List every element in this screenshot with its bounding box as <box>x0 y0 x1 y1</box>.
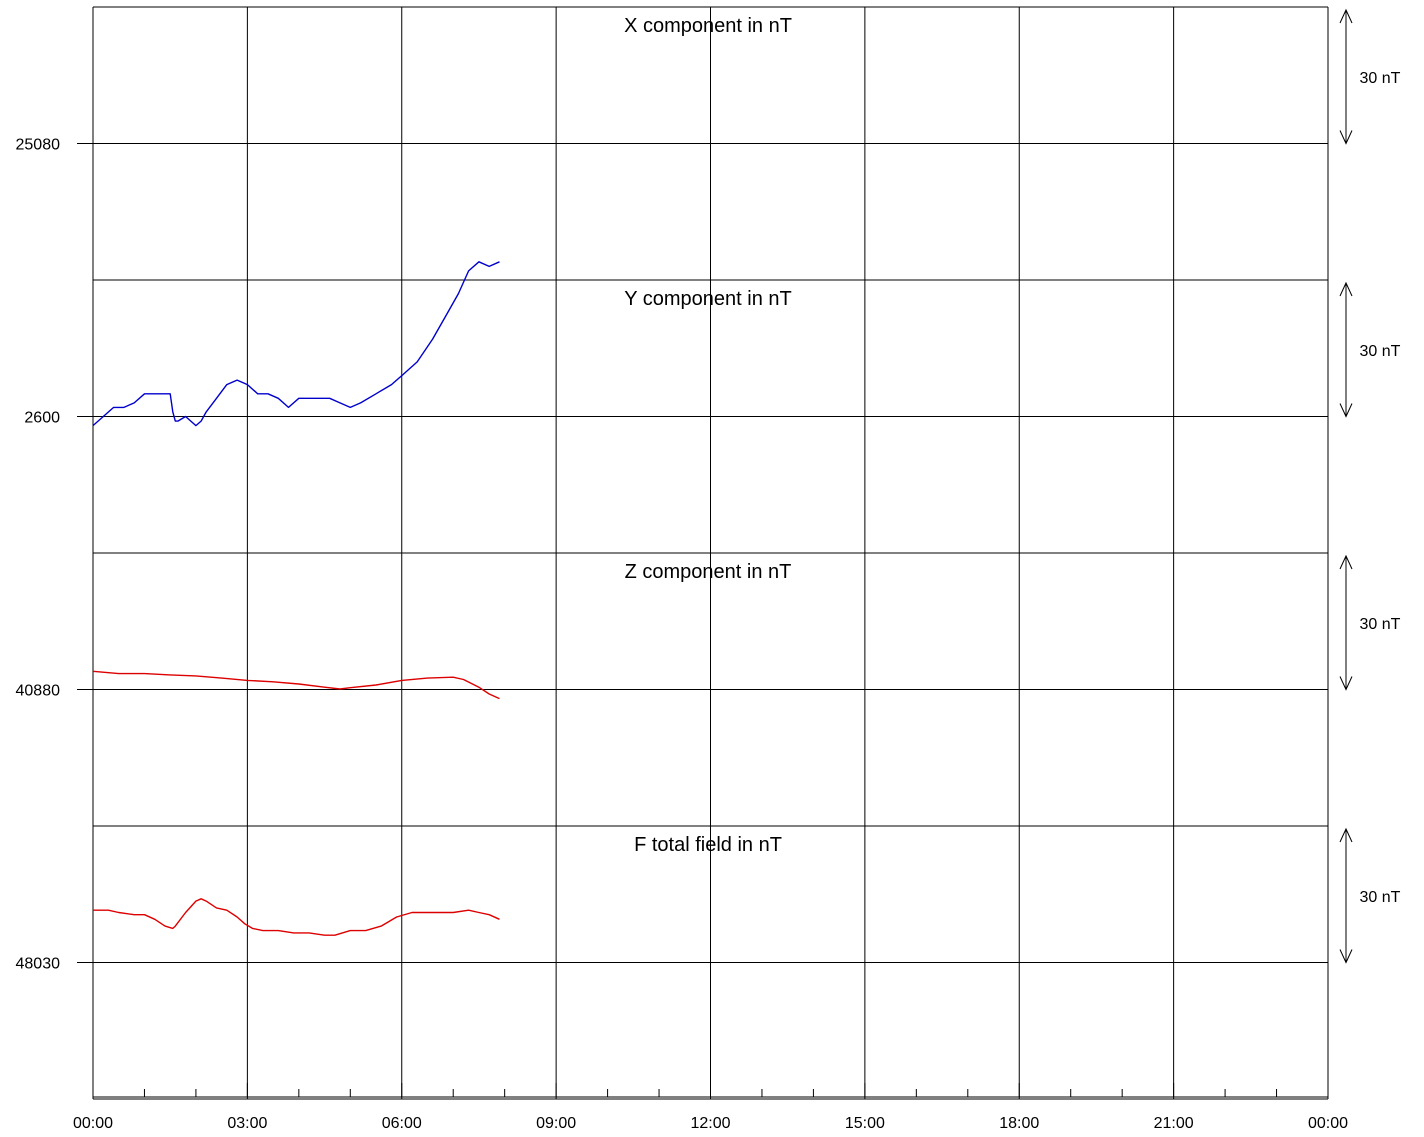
x-tick-label: 00:00 <box>73 1115 113 1132</box>
scale-arrow-head-top <box>1339 281 1353 297</box>
scale-arrow-head-bottom <box>1339 130 1353 145</box>
reference-label: 40880 <box>16 683 61 700</box>
x-tick-label: 00:00 <box>1308 1115 1348 1132</box>
scale-label: 30 nT <box>1360 343 1401 360</box>
series-line <box>93 898 500 936</box>
scale-arrow-head-bottom <box>1339 949 1353 964</box>
time-axis: 00:00 03:00 06:00 09:00 12:00 15:00 18:00 21:00… <box>73 1083 1348 1132</box>
panel-title: F total field in nT <box>634 834 782 856</box>
x-tick-label: 15:00 <box>845 1115 885 1132</box>
reference-label: 25080 <box>16 137 61 154</box>
x-tick-label: 09:00 <box>536 1115 576 1132</box>
series-line <box>92 261 500 427</box>
scale-label: 30 nT <box>1360 616 1401 633</box>
panel-title: Y component in nT <box>624 288 792 310</box>
panel-1: 25080 X component in nT 30 nT <box>16 7 1401 281</box>
scale-arrow-head-bottom <box>1339 403 1353 418</box>
panel-title: X component in nT <box>624 15 792 37</box>
panel-2: 2600 Y component in nT 30 nT <box>24 261 1401 554</box>
panels-layer: 25080 X component in nT 30 nT 2600 Y compone… <box>16 6 1401 1100</box>
scale-arrow-head-top <box>1339 554 1353 570</box>
reference-label: 2600 <box>24 410 60 427</box>
scale-arrow-head-top <box>1339 8 1353 24</box>
scale-label: 30 nT <box>1360 70 1401 87</box>
panel-4: 48030 F total field in nT 30 nT <box>16 826 1401 1100</box>
scale-arrow-head-top <box>1339 827 1353 843</box>
x-tick-label: 18:00 <box>999 1115 1039 1132</box>
scale-arrow-head-bottom <box>1339 676 1353 691</box>
panel-3: 40880 Z component in nT 30 nT <box>16 553 1401 827</box>
panel-title: Z component in nT <box>625 561 792 583</box>
x-tick-label: 03:00 <box>227 1115 267 1132</box>
reference-label: 48030 <box>16 956 61 973</box>
x-tick-label: 12:00 <box>690 1115 730 1132</box>
series-line <box>92 670 500 700</box>
x-tick-label: 21:00 <box>1154 1115 1194 1132</box>
x-tick-label: 06:00 <box>382 1115 422 1132</box>
scale-label: 30 nT <box>1360 889 1401 906</box>
